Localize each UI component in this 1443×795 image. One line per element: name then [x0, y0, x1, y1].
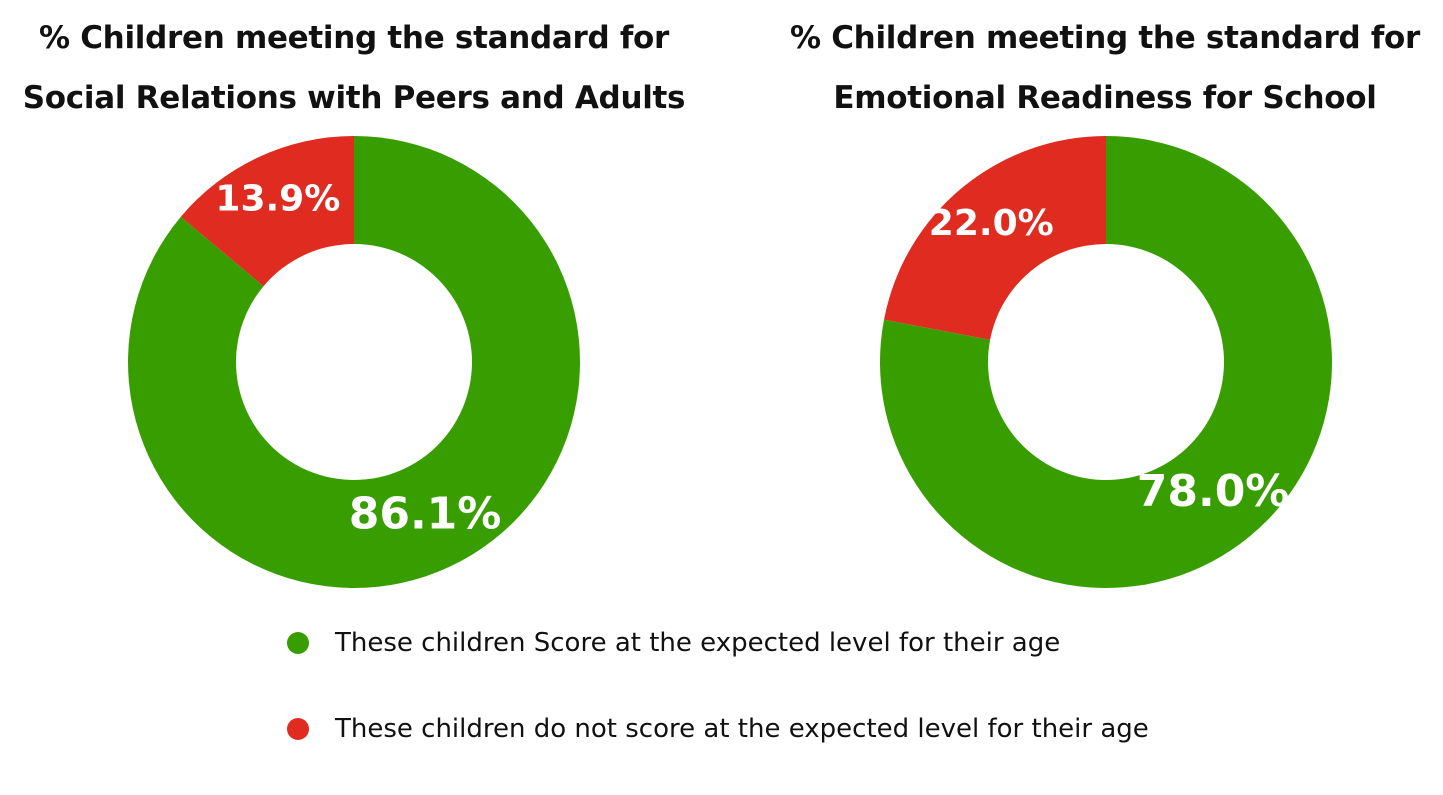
donut-slice-label: 22.0% [929, 203, 1054, 244]
legend-label: These children do not score at the expec… [335, 714, 1149, 744]
donut-slice-meeting [128, 136, 580, 588]
chart-title-line-2: Emotional Readiness for School [833, 80, 1377, 116]
chart-title-line-1: % Children meeting the standard for [38, 20, 670, 56]
legend-label: These children Score at the expected lev… [335, 628, 1061, 658]
donut-slice-meeting [880, 136, 1332, 588]
chart-title-social-relations: % Children meeting the standard for Soci… [0, 8, 708, 128]
chart-title-line-1: % Children meeting the standard for [789, 20, 1421, 56]
legend-swatch-green [287, 632, 309, 654]
chart-title-emotional-readiness: % Children meeting the standard for Emot… [760, 8, 1443, 128]
donut-slice-label: 78.0% [1137, 466, 1290, 517]
legend-swatch-red [287, 718, 309, 740]
chart-title-line-2: Social Relations with Peers and Adults [22, 80, 686, 116]
donut-slice-not-meeting [180, 136, 354, 287]
donut-slice-not-meeting [884, 136, 1106, 340]
donut-chart-social-relations: 86.1% 13.9% [128, 136, 580, 588]
donut-chart-emotional-readiness: 78.0% 22.0% [880, 136, 1332, 588]
donut-slice-label: 13.9% [215, 178, 340, 219]
donut-slice-label: 86.1% [349, 489, 502, 540]
